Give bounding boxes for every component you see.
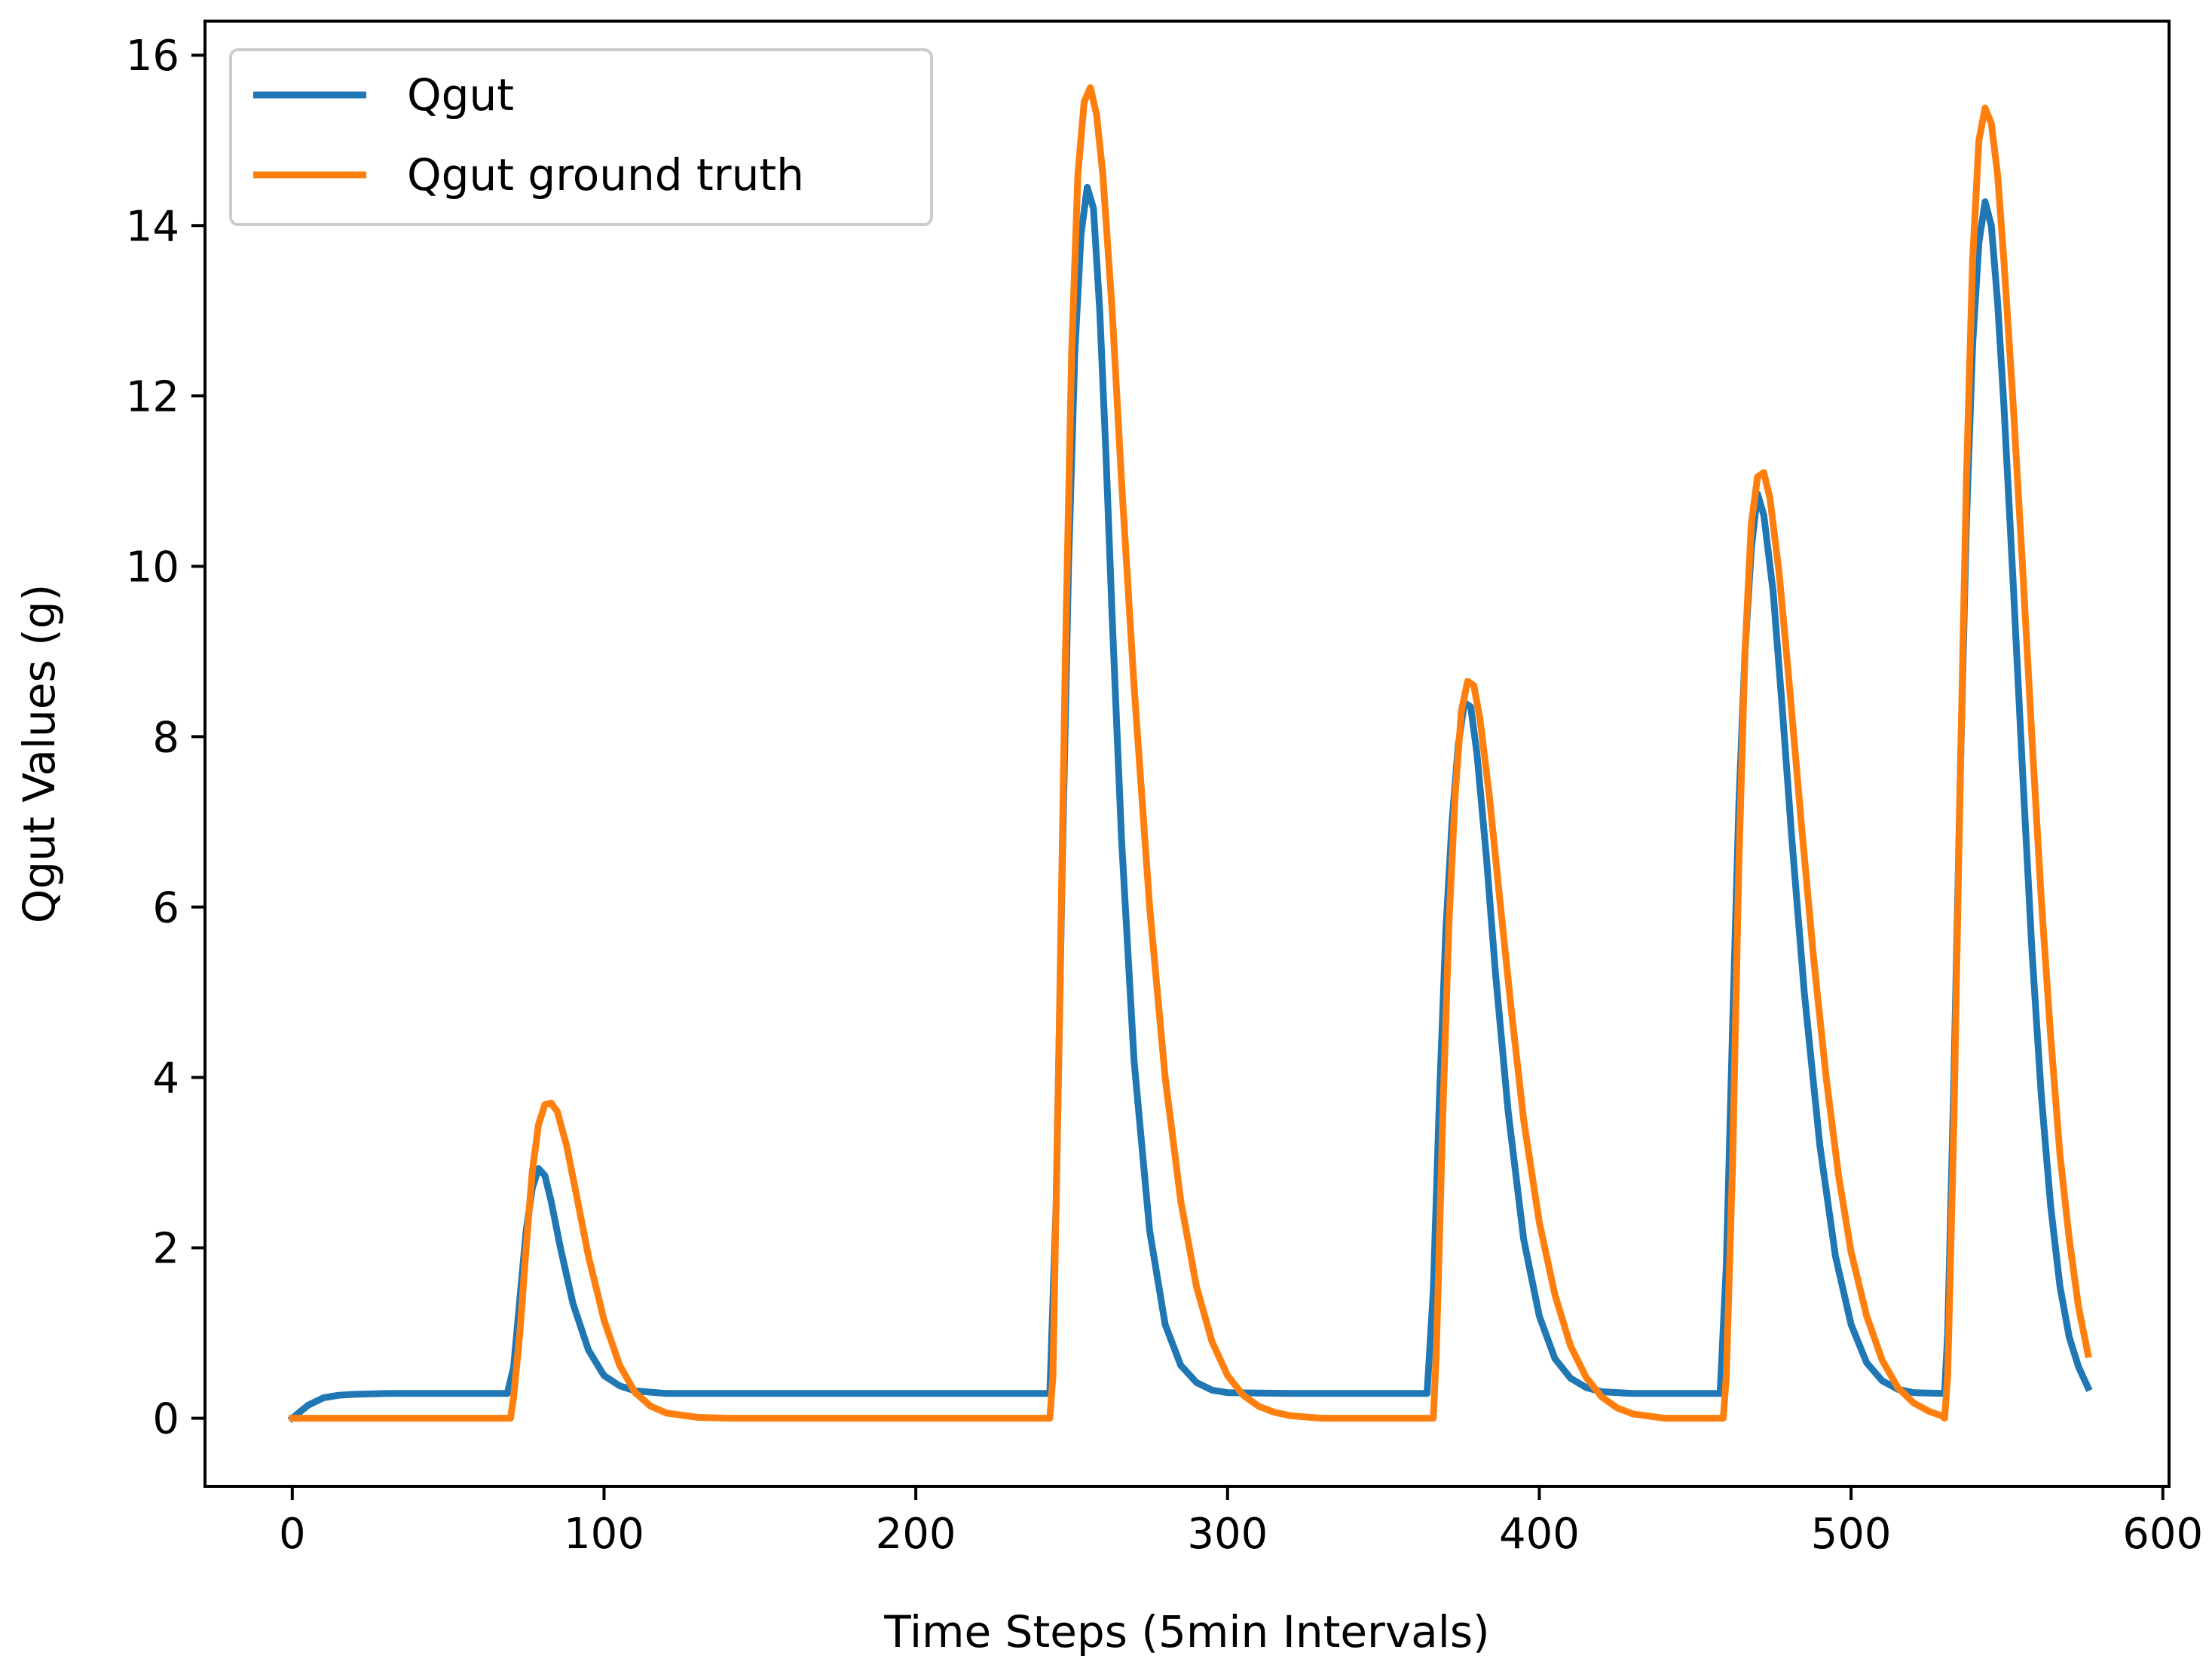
series-line-qgut-ground-truth <box>289 84 2092 1422</box>
y-tick-label: 4 <box>152 1054 179 1103</box>
legend-box <box>229 48 933 226</box>
y-axis-label: Qgut Values (g) <box>14 584 65 923</box>
y-tick-label: 14 <box>126 202 179 251</box>
plot-area-frame <box>203 20 2171 1488</box>
legend-label-qgut: Qgut <box>407 69 514 121</box>
x-tick-label: 100 <box>564 1510 644 1559</box>
x-tick-label: 500 <box>1811 1510 1892 1559</box>
series-layer <box>287 84 2093 1423</box>
y-tick-label: 12 <box>126 372 179 421</box>
legend: Qgut Qgut ground truth <box>229 48 933 226</box>
x-tick-label: 200 <box>876 1510 956 1559</box>
ticks-layer: 0 100 200 300 400 500 600 0 2 4 6 8 10 12 14 16 <box>126 32 2203 1559</box>
y-tick-label: 2 <box>152 1225 179 1274</box>
x-tick-label: 600 <box>2122 1510 2203 1559</box>
y-tick-label: 0 <box>152 1395 179 1444</box>
y-tick-label: 6 <box>152 883 179 932</box>
legend-label-qgut-ground-truth: Qgut ground truth <box>407 149 804 200</box>
x-tick-label: 0 <box>279 1510 306 1559</box>
y-tick-label: 8 <box>152 713 179 762</box>
y-tick-label: 10 <box>126 543 179 592</box>
x-axis-label: Time Steps (5min Intervals) <box>883 1606 1489 1657</box>
x-tick-label: 300 <box>1187 1510 1268 1559</box>
y-tick-label: 16 <box>126 32 179 81</box>
x-tick-label: 400 <box>1499 1510 1580 1559</box>
